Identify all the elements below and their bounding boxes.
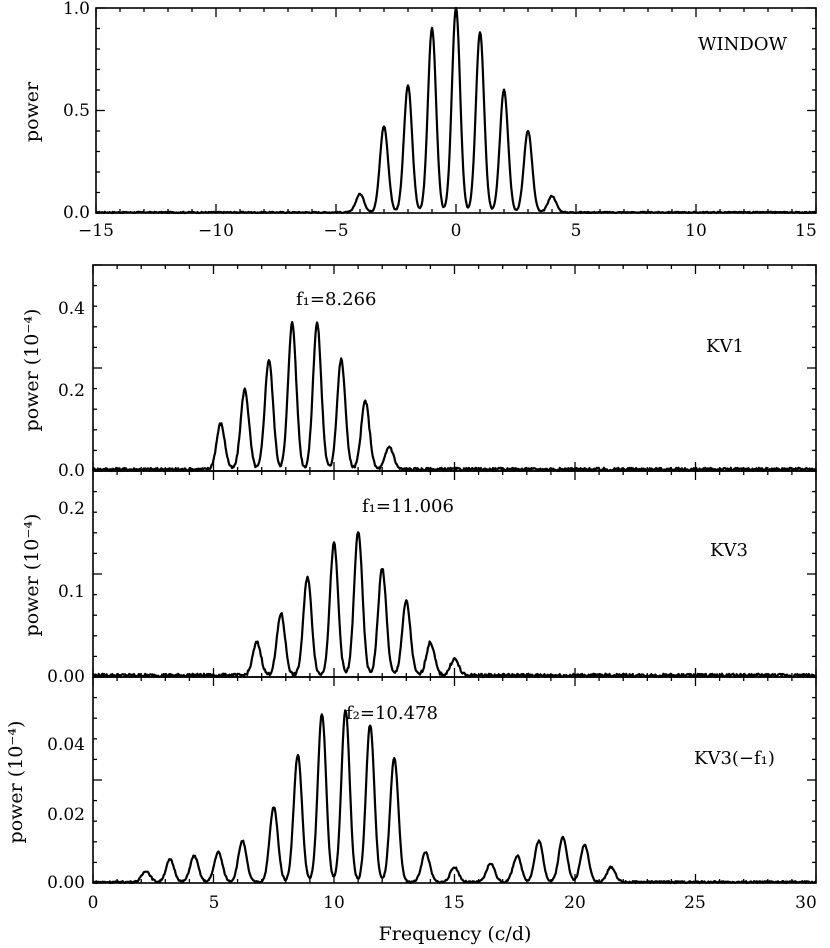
kv3p-ytick-0.02: 0.02 — [47, 805, 85, 825]
kv1-ytick-0.0: 0.0 — [58, 461, 85, 481]
xtick-15: 15 — [443, 893, 465, 913]
window-xtick-m15: −15 — [78, 221, 114, 241]
kv3-prewhitened-panel-frame — [92, 676, 817, 884]
kv3-prewhitened-axis-ticks — [92, 676, 817, 884]
xtick-25: 25 — [684, 893, 706, 913]
window-ylabel: power — [21, 81, 43, 142]
kv3-prewhitened-peak-annotation: f₂=10.478 — [346, 703, 438, 724]
window-axis-ticks — [95, 7, 817, 214]
kv3-panel: 0.2 0.1 0.00 f₁=11.006 KV3 — [47, 470, 817, 687]
window-panel-label: WINDOW — [698, 34, 788, 55]
kv3-spectrum-line — [92, 531, 817, 679]
kv3p-ytick-0.00: 0.00 — [47, 873, 85, 893]
window-xtick-5: 5 — [571, 221, 582, 241]
xtick-0: 0 — [88, 893, 99, 913]
kv3-prewhitened-panel: 0.04 0.02 0.00 0 5 10 15 20 25 30 f₂=10.… — [5, 676, 817, 945]
kv1-peak-annotation: f₁=8.266 — [296, 289, 377, 310]
kv1-panel-frame — [92, 264, 817, 472]
kv3-prewhitened-spectrum-line — [92, 709, 817, 885]
kv1-panel-label: KV1 — [706, 336, 744, 357]
kv1-panel: 0.4 0.2 0.0 f₁=8.266 KV1 — [58, 264, 817, 481]
window-ytick-0.0: 0.0 — [63, 203, 90, 223]
window-xtick-m5: −5 — [323, 221, 348, 241]
kv3-panel-frame — [92, 470, 817, 678]
window-xtick-10: 10 — [685, 221, 707, 241]
kv3-ytick-0.1: 0.1 — [58, 582, 85, 602]
kv3-ytick-0.2: 0.2 — [58, 499, 85, 519]
xtick-20: 20 — [564, 893, 586, 913]
kv1-ytick-0.2: 0.2 — [58, 381, 85, 401]
kv3-panel-label: KV3 — [710, 540, 748, 561]
kv3-prewhitened-panel-label: KV3(−f₁) — [694, 748, 775, 769]
window-xtick-m10: −10 — [198, 221, 234, 241]
kv3-ylabel: power (10⁻⁴) — [21, 514, 43, 637]
kv3-ytick-0.00: 0.00 — [47, 667, 85, 687]
kv3-prewhitened-ylabel: power (10⁻⁴) — [5, 721, 27, 844]
kv1-axis-ticks — [92, 264, 817, 472]
window-xtick-0: 0 — [451, 221, 462, 241]
kv1-ylabel: power (10⁻⁴) — [21, 309, 43, 432]
kv3-axis-ticks — [92, 470, 817, 678]
kv3-peak-annotation: f₁=11.006 — [362, 496, 454, 517]
window-ytick-1.0: 1.0 — [63, 0, 90, 19]
kv1-ytick-0.4: 0.4 — [58, 299, 85, 319]
xtick-30: 30 — [795, 893, 817, 913]
xtick-5: 5 — [209, 893, 220, 913]
window-panel: 1.0 0.5 0.0 −15 −10 −5 0 5 10 15 WINDOW … — [21, 0, 817, 241]
xtick-10: 10 — [323, 893, 345, 913]
window-ytick-0.5: 0.5 — [63, 101, 90, 121]
window-xtick-15: 15 — [795, 221, 817, 241]
kv3p-ytick-0.04: 0.04 — [47, 735, 85, 755]
x-axis-label: Frequency (c/d) — [379, 923, 532, 945]
